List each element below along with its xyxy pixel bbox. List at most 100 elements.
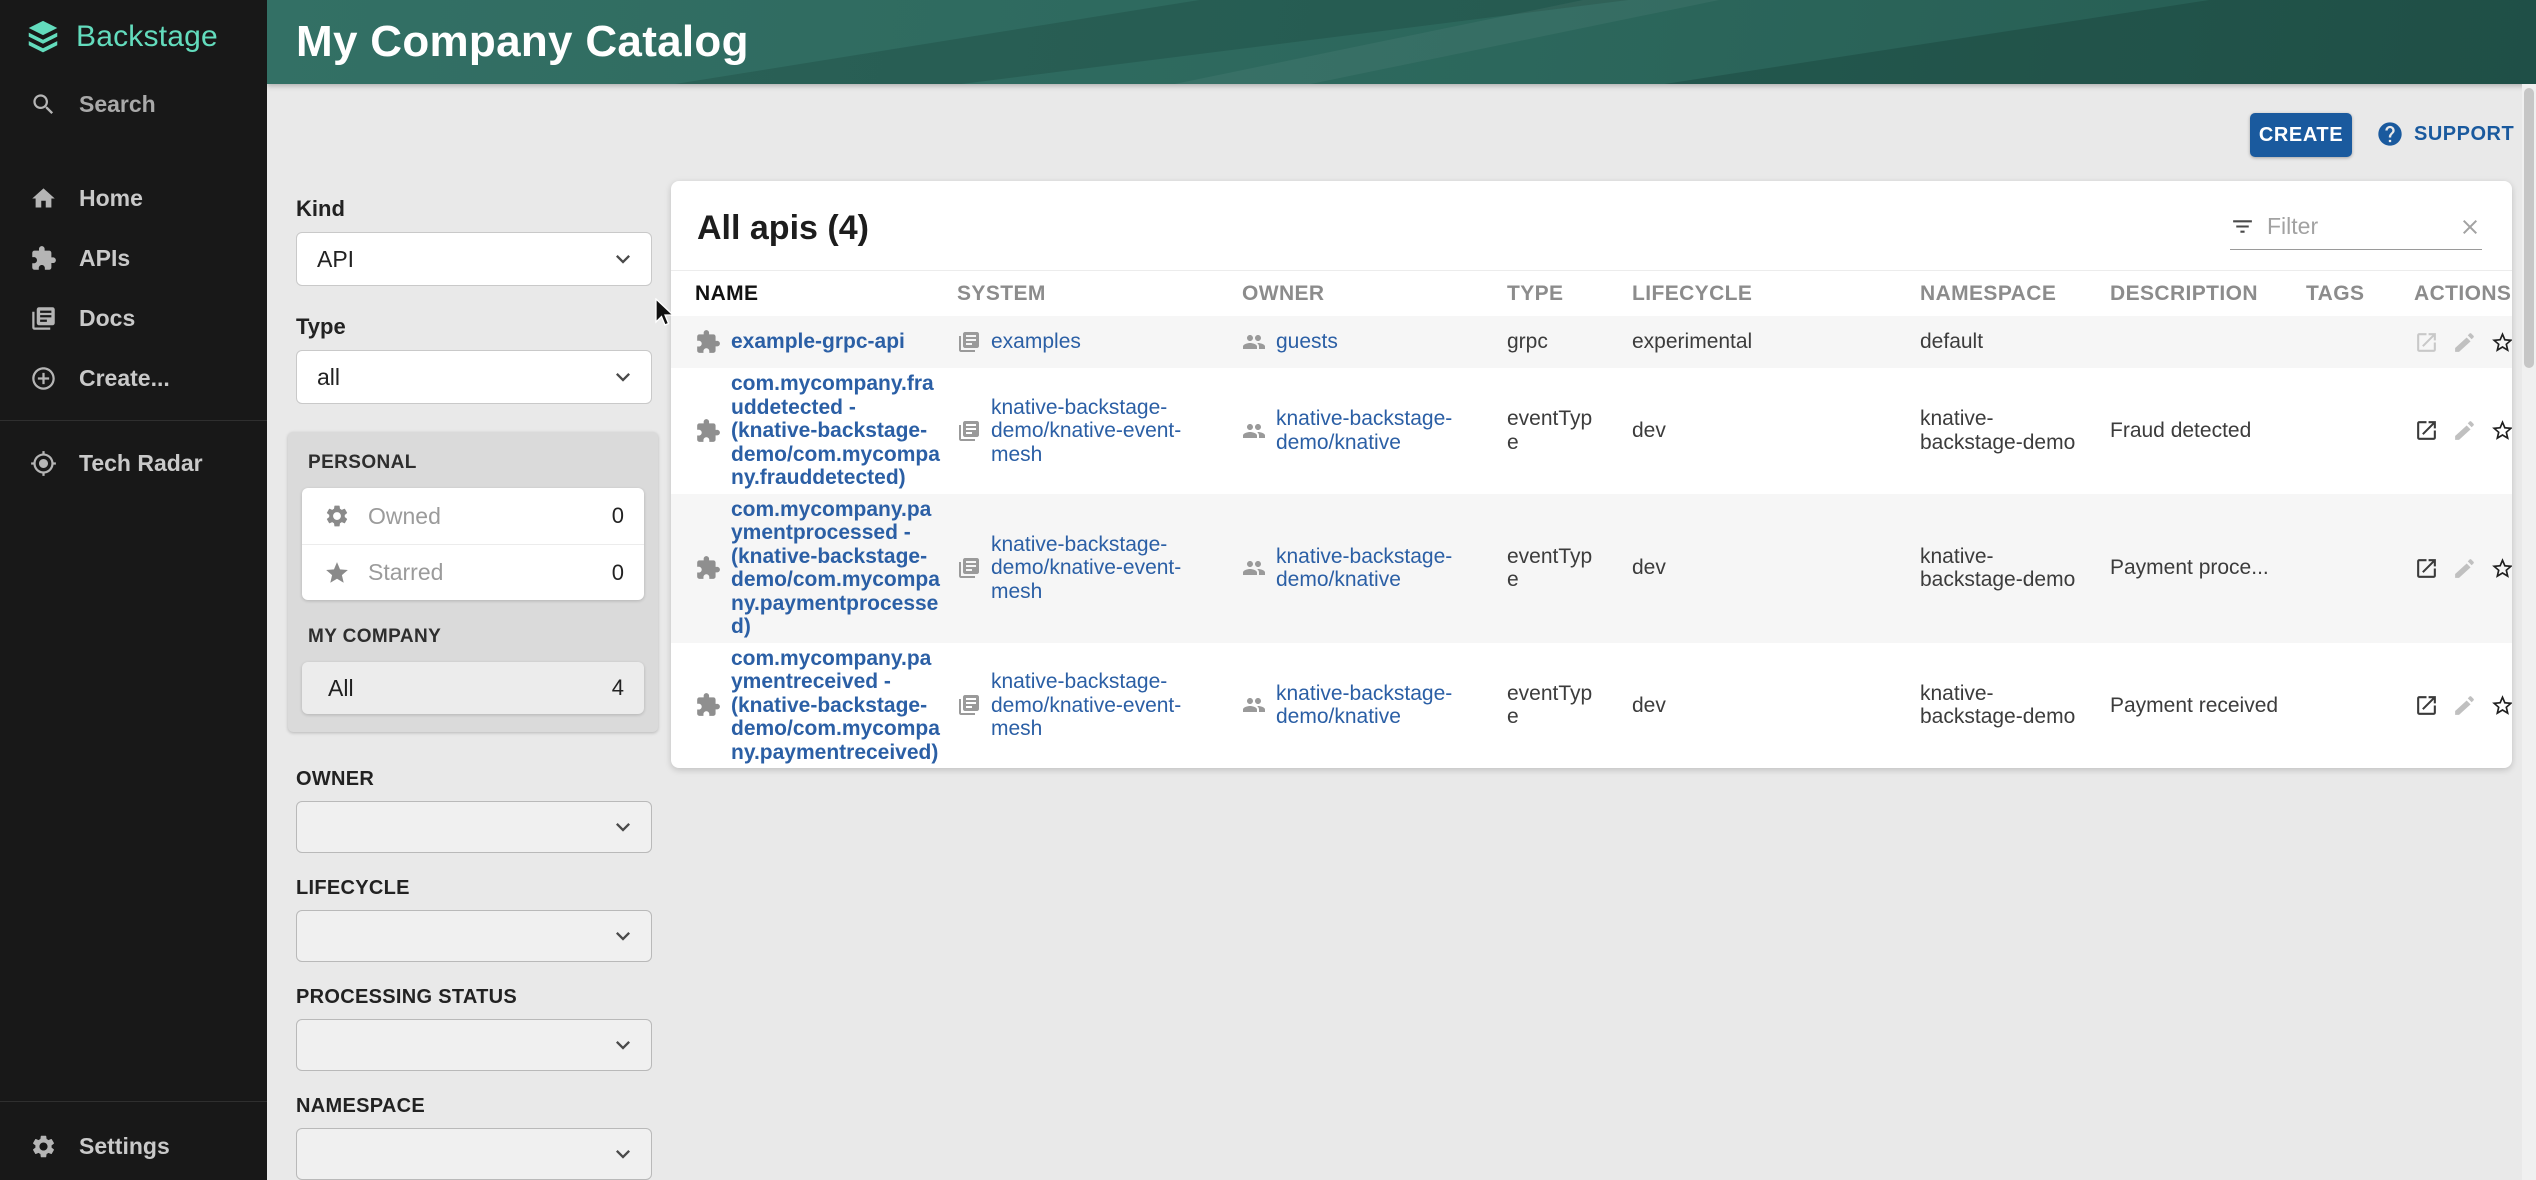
owner-link[interactable]: knative-backstage-demo/knative <box>1276 544 1453 592</box>
owner-link[interactable]: guests <box>1276 330 1338 354</box>
picker-item-owned[interactable]: Owned 0 <box>302 488 644 544</box>
chevron-down-icon <box>616 1041 630 1050</box>
system-link[interactable]: knative-backstage-demo/knative-event-mes… <box>991 532 1182 603</box>
entity-picker-panel: PERSONAL Owned 0 Starred 0 MY COMPANY All 4 <box>288 432 658 732</box>
personal-heading: PERSONAL <box>308 452 417 473</box>
api-name-link[interactable]: com.mycompany.paymentprocessed - (knativ… <box>731 497 940 639</box>
namespace-cell: default <box>1920 330 1984 354</box>
backstage-logo[interactable]: Backstage <box>0 0 267 70</box>
sidebar-item-create[interactable]: Create... <box>0 348 267 408</box>
settings-label: Settings <box>79 1132 170 1159</box>
sidebar-item-home[interactable]: Home <box>0 168 267 228</box>
group-icon <box>1243 335 1265 349</box>
library-books-icon <box>959 695 979 716</box>
sidebar-item-techradar[interactable]: Tech Radar <box>0 433 267 493</box>
star-icon <box>326 561 348 583</box>
star-outline-icon[interactable] <box>2490 330 2512 355</box>
system-link[interactable]: examples <box>991 330 1081 354</box>
puzzle-icon <box>32 245 56 270</box>
kind-value: API <box>317 245 355 272</box>
close-icon[interactable] <box>2458 215 2482 239</box>
company-heading: MY COMPANY <box>308 626 442 647</box>
edit-icon[interactable] <box>2452 693 2477 718</box>
column-header-description[interactable]: DESCRIPTION <box>2110 281 2258 305</box>
kind-select[interactable]: API <box>296 232 652 286</box>
picker-item-count: 4 <box>611 675 624 700</box>
edit-icon[interactable] <box>2452 556 2477 581</box>
column-header-actions[interactable]: ACTIONS <box>2414 281 2512 305</box>
processing-status-select[interactable] <box>296 1019 652 1071</box>
sidebar-item-apis[interactable]: APIs <box>0 228 267 288</box>
picker-item-all[interactable]: All 4 <box>302 662 644 714</box>
sidebar-gap <box>0 130 267 168</box>
app-header: My Company Catalog <box>267 0 2536 84</box>
create-button[interactable]: CREATE <box>2250 113 2352 157</box>
open-in-new-icon[interactable] <box>2414 418 2439 443</box>
system-link[interactable]: knative-backstage-demo/knative-event-mes… <box>991 670 1182 740</box>
picker-item-starred[interactable]: Starred 0 <box>302 544 644 600</box>
namespace-select[interactable] <box>296 1128 652 1180</box>
page-scrollbar[interactable] <box>2522 84 2536 1180</box>
system-cell: knative-backstage-demo/knative-event-mes… <box>957 666 1242 745</box>
table-row: com.mycompany.frauddetected - (knative-b… <box>671 368 2512 494</box>
type-cell: eventType <box>1507 407 1593 454</box>
owner-select[interactable] <box>296 801 652 853</box>
star-outline-icon[interactable] <box>2490 556 2512 581</box>
lifecycle-select[interactable] <box>296 910 652 962</box>
api-name-link[interactable]: example-grpc-api <box>731 330 905 354</box>
description-cell: Payment received <box>2110 693 2279 717</box>
column-header-namespace[interactable]: NAMESPACE <box>1920 281 2057 305</box>
table-filter-input[interactable] <box>2267 213 2446 240</box>
support-button[interactable]: SUPPORT <box>2376 120 2514 148</box>
owner-cell: knative-backstage-demo/knative <box>1242 541 1507 596</box>
header-pattern <box>1664 0 2536 84</box>
column-header-system[interactable]: SYSTEM <box>957 281 1046 305</box>
column-header-name[interactable]: NAME <box>695 281 759 305</box>
sidebar-item-search[interactable]: Search <box>0 78 267 130</box>
tags-cell <box>2306 427 2414 435</box>
table-row: com.mycompany.paymentprocessed - (knativ… <box>671 493 2512 643</box>
column-header-owner[interactable]: OWNER <box>1242 281 1325 305</box>
sidebar-item-docs[interactable]: Docs <box>0 288 267 348</box>
system-cell: knative-backstage-demo/knative-event-mes… <box>957 529 1242 608</box>
filter-list-icon <box>2233 220 2252 233</box>
column-header-type[interactable]: TYPE <box>1507 281 1564 305</box>
sidebar-item-label: Create... <box>79 364 170 391</box>
namespace-label: NAMESPACE <box>296 1095 426 1117</box>
star-outline-icon[interactable] <box>2490 693 2512 718</box>
system-link[interactable]: knative-backstage-demo/knative-event-mes… <box>991 395 1182 466</box>
type-label: Type <box>296 314 346 339</box>
star-outline-icon[interactable] <box>2490 418 2512 443</box>
open-in-new-icon[interactable] <box>2414 556 2439 581</box>
puzzle-icon <box>697 418 720 442</box>
open-in-new-icon[interactable] <box>2414 693 2439 718</box>
picker-item-count: 0 <box>611 559 624 585</box>
sidebar-spacer <box>0 493 267 1089</box>
api-name-link[interactable]: com.mycompany.paymentreceived - (knative… <box>731 646 940 764</box>
owner-cell: knative-backstage-demo/knative <box>1242 403 1507 458</box>
actions-cell <box>2414 330 2512 355</box>
type-select[interactable]: all <box>296 350 652 404</box>
edit-icon[interactable] <box>2452 330 2477 355</box>
scrollbar-thumb[interactable] <box>2524 88 2534 368</box>
namespace-cell: knative-backstage-demo <box>1920 544 2076 592</box>
owner-link[interactable]: knative-backstage-demo/knative <box>1276 681 1453 729</box>
name-cell: com.mycompany.paymentprocessed - (knativ… <box>695 494 957 643</box>
namespace-cell: knative-backstage-demo <box>1920 681 2076 729</box>
column-header-lifecycle[interactable]: LIFECYCLE <box>1632 281 1753 305</box>
chevron-down-icon <box>616 1150 630 1159</box>
open-in-new-icon[interactable] <box>2414 330 2439 355</box>
tech-radar-icon <box>31 450 56 476</box>
column-header-tags[interactable]: TAGS <box>2306 281 2365 305</box>
sidebar: Backstage Search Home APIs Docs Create... Te… <box>0 0 267 1180</box>
sidebar-item-settings[interactable]: Settings <box>0 1114 267 1178</box>
docs-icon <box>32 306 55 330</box>
system-cell: examples <box>957 330 1242 354</box>
sidebar-item-label: Home <box>79 184 143 211</box>
edit-icon[interactable] <box>2452 418 2477 443</box>
picker-item-label: Owned <box>368 502 441 529</box>
sidebar-item-label: Docs <box>79 304 136 331</box>
api-name-link[interactable]: com.mycompany.frauddetected - (knative-b… <box>731 372 940 489</box>
puzzle-icon <box>697 556 720 579</box>
owner-link[interactable]: knative-backstage-demo/knative <box>1276 407 1453 454</box>
